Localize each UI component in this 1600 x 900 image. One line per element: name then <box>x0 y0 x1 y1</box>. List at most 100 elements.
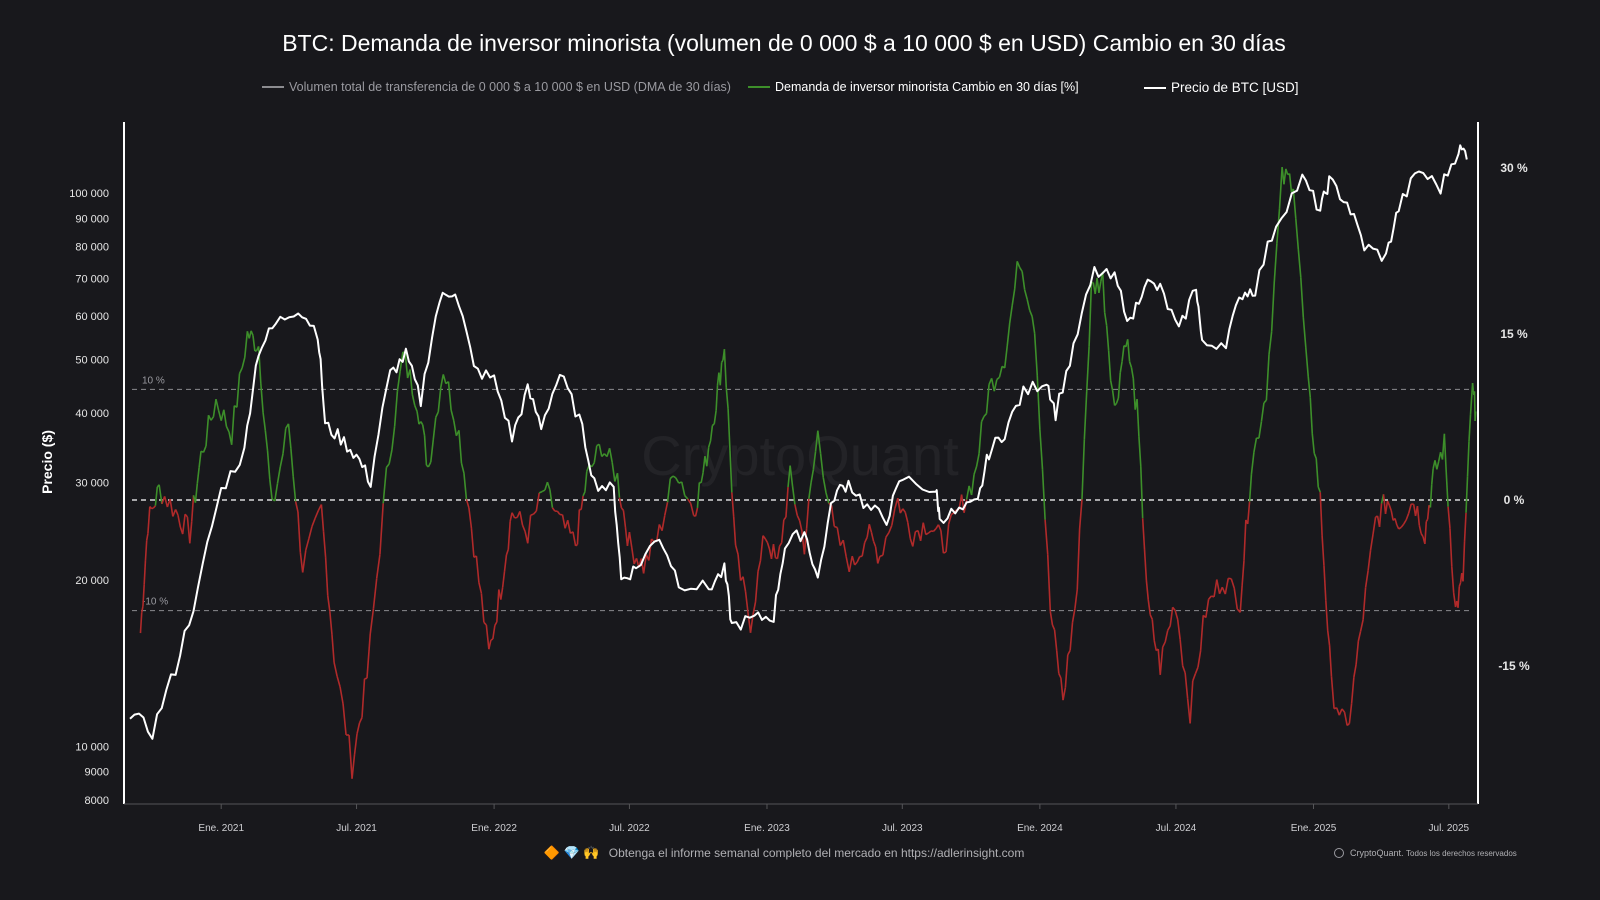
demand-segment <box>1003 345 1009 368</box>
demand-segment <box>149 506 153 510</box>
demand-segment <box>490 638 494 641</box>
demand-segment <box>158 484 163 504</box>
demand-segment <box>1445 471 1449 507</box>
reference-line-label: 10 % <box>142 375 165 386</box>
demand-segment <box>1049 611 1054 626</box>
demand-segment <box>1036 375 1041 430</box>
demand-segment <box>207 414 212 421</box>
demand-segment <box>1328 645 1333 677</box>
demand-segment <box>1114 402 1118 407</box>
demand-segment <box>276 466 282 484</box>
right-axis-ticks: 30 % 15 % 0 % -15 % <box>1498 161 1530 673</box>
demand-segment <box>351 754 356 779</box>
demand-segment <box>421 424 426 436</box>
demand-segment <box>287 423 292 449</box>
demand-segment <box>1128 361 1133 368</box>
demand-segment <box>322 531 327 558</box>
x-tick-label: Ene. 2024 <box>1017 823 1063 834</box>
demand-segment <box>906 522 912 539</box>
demand-segment <box>700 472 704 483</box>
demand-segment <box>478 582 483 594</box>
demand-segment <box>1457 586 1461 608</box>
demand-segment <box>184 513 189 518</box>
demand-segment <box>575 543 578 547</box>
demand-segment <box>485 624 490 650</box>
demand-segment <box>361 678 366 718</box>
demand-segment <box>212 399 217 417</box>
demand-segment <box>1218 586 1224 595</box>
left-tick-label: 70 000 <box>75 274 109 286</box>
demand-segment <box>973 466 978 475</box>
demand-segment <box>1132 378 1136 410</box>
legend-item-demand[interactable]: Demanda de inversor minorista Cambio en … <box>748 80 1079 94</box>
demand-segment <box>897 498 902 514</box>
left-tick-label: 100 000 <box>69 188 109 200</box>
demand-segment <box>752 601 757 615</box>
demand-segment <box>1181 665 1186 674</box>
legend-item-price[interactable]: Precio de BTC [USD] <box>1144 80 1299 95</box>
demand-segment <box>1321 535 1325 566</box>
demand-segment <box>1103 312 1108 326</box>
demand-segment <box>666 478 672 503</box>
demand-segment <box>749 614 754 633</box>
demand-segment <box>163 496 169 508</box>
demand-segment <box>707 440 712 448</box>
demand-segment <box>744 591 749 614</box>
demand-segment <box>1424 521 1428 545</box>
demand-segment <box>591 462 595 468</box>
copyright-text: Todos los derechos reservados <box>1406 848 1517 858</box>
demand-segment <box>1008 305 1013 324</box>
watermark: CryptoQuant <box>641 424 959 487</box>
demand-segment <box>684 495 689 500</box>
demand-segment <box>420 421 424 426</box>
demand-segment <box>241 357 246 369</box>
demand-segment <box>1121 345 1125 362</box>
demand-segment <box>731 492 735 517</box>
demand-segment <box>729 450 733 493</box>
legend-item-volume[interactable]: Volumen total de transferencia de 0 000 … <box>262 80 731 94</box>
demand-segment <box>169 498 174 517</box>
demand-segment <box>348 734 353 779</box>
demand-segment <box>566 520 572 534</box>
demand-segment <box>1447 506 1451 529</box>
demand-segment <box>1325 600 1329 631</box>
demand-segment <box>333 662 338 677</box>
demand-segment <box>450 409 455 421</box>
demand-segment <box>142 584 146 607</box>
x-axis-ticks: Ene. 2021 Jul. 2021 Ene. 2022 Jul. 2022 Ene.… <box>198 804 1470 834</box>
demand-segment <box>1276 208 1281 244</box>
demand-segment <box>642 554 648 574</box>
demand-segment <box>189 521 193 544</box>
demand-segment <box>1224 578 1230 595</box>
demand-segment <box>1060 677 1064 701</box>
demand-segment <box>1313 453 1317 459</box>
demand-segment <box>1382 494 1387 515</box>
demand-segment <box>1369 533 1374 551</box>
footer-note-text[interactable]: Obtenga el informe semanal completo del … <box>608 846 1025 860</box>
demand-segment <box>780 519 785 543</box>
demand-segment <box>1416 506 1421 526</box>
demand-segment <box>364 677 368 680</box>
demand-segment <box>812 451 817 470</box>
left-tick-label: 8000 <box>85 795 109 807</box>
demand-segment <box>1390 510 1394 521</box>
demand-segment <box>369 608 375 635</box>
demand-segment <box>1136 399 1140 437</box>
demand-segment <box>879 554 884 558</box>
demand-segment <box>932 528 937 532</box>
demand-segment <box>630 547 635 565</box>
demand-segment <box>1309 397 1314 434</box>
demand-segment <box>1053 629 1058 651</box>
demand-segment <box>922 522 927 535</box>
demand-segment <box>145 533 149 541</box>
demand-segment <box>217 410 222 421</box>
demand-segment <box>353 733 358 755</box>
demand-segment <box>282 428 287 454</box>
demand-segment <box>250 330 254 336</box>
demand-segment <box>937 524 942 531</box>
demand-segment <box>396 371 401 392</box>
demand-segment <box>194 483 199 503</box>
demand-segment <box>470 528 475 558</box>
demand-segment <box>1407 503 1412 514</box>
demand-segment <box>851 555 856 566</box>
